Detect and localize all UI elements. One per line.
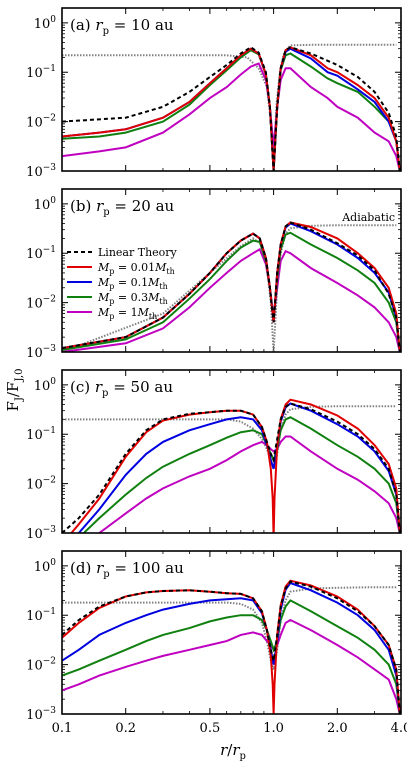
x-tick-label: 4.0 <box>391 721 407 736</box>
plot-frame <box>61 550 402 715</box>
plot-frame <box>61 188 402 353</box>
series-line-m001 <box>62 46 401 171</box>
legend-label-linear: Linear Theory <box>98 246 178 259</box>
y-tick-label: 10−2 <box>26 114 56 131</box>
series-line-linear <box>62 46 401 171</box>
y-tick-label: 10−1 <box>26 245 56 262</box>
y-tick-label: 100 <box>34 15 57 32</box>
series-line-m1 <box>97 435 401 533</box>
y-tick-label: 10−2 <box>26 476 56 493</box>
legend-label-m001: Mp = 0.01Mth <box>97 261 175 276</box>
series-line-m1 <box>62 618 401 714</box>
series-line-m1 <box>62 62 401 171</box>
panel-a: 100 10−1 10−2 10−3 (a) rp = 10 au <box>26 7 402 180</box>
panel-label: (b) rp = 20 au <box>70 197 175 218</box>
y-tick-label: 10−1 <box>26 426 56 443</box>
panel-label: (a) rp = 10 au <box>70 16 174 37</box>
panel-label: (d) rp = 100 au <box>70 559 184 580</box>
legend-label-m03: Mp = 0.3Mth <box>97 291 168 306</box>
y-axis-label: FJ/FJ,0 <box>4 369 25 412</box>
adiabatic-label: Adiabatic <box>341 211 395 224</box>
panel-b: 100 10−1 10−2 10−3 (b) rp = 20 au Adiabatic Li… <box>26 188 402 361</box>
panel-c: 100 10−1 10−2 10−3 (c) rp = 50 au <box>26 369 402 542</box>
x-tick-label: 0.1 <box>52 721 73 736</box>
y-tick-label: 100 <box>34 196 57 213</box>
x-axis-label: r/rp <box>220 741 246 762</box>
x-tick-label: 0.5 <box>200 721 221 736</box>
y-tick-label: 10−3 <box>26 706 56 723</box>
y-tick-label: 10−2 <box>26 657 56 674</box>
series-line-m001 <box>62 579 401 714</box>
plot-frame <box>61 7 402 172</box>
y-tick-label: 100 <box>34 558 57 575</box>
y-tick-label: 10−3 <box>26 163 56 180</box>
panel-d: 100 10−1 10−2 10−30.1 0.2 0.5 1.0 2.0 4.0 (d) rp … <box>26 550 407 736</box>
series-line-adiabatic <box>62 43 397 171</box>
y-tick-label: 10−1 <box>26 607 56 624</box>
y-tick-label: 10−1 <box>26 64 56 81</box>
x-tick-label: 2.0 <box>327 721 348 736</box>
series-line-linear <box>62 402 401 533</box>
x-tick-label: 1.0 <box>263 721 284 736</box>
y-tick-label: 10−3 <box>26 525 56 542</box>
panel-label: (c) rp = 50 au <box>70 378 173 399</box>
legend-label-m01: Mp = 0.1Mth <box>97 276 168 291</box>
series-line-linear <box>62 221 401 352</box>
legend-label-m1: Mp = 1Mth <box>97 306 157 321</box>
y-tick-label: 100 <box>34 377 57 394</box>
series-line-m03 <box>62 49 401 171</box>
plot-frame <box>61 369 402 534</box>
series-line-m03 <box>62 599 401 714</box>
series-line-linear <box>62 580 401 714</box>
y-tick-label: 10−2 <box>26 295 56 312</box>
series-line-adiabatic <box>62 405 397 473</box>
series-line-m001 <box>70 398 401 533</box>
x-tick-label: 0.2 <box>115 721 136 736</box>
y-tick-label: 10−3 <box>26 344 56 361</box>
